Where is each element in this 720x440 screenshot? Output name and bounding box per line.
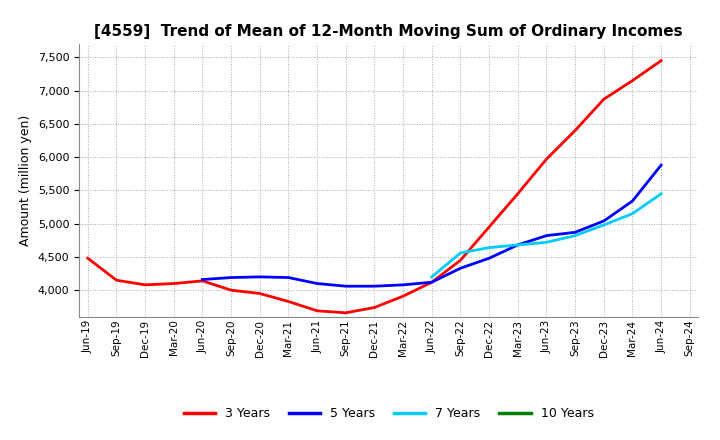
Y-axis label: Amount (million yen): Amount (million yen) <box>19 115 32 246</box>
Title: [4559]  Trend of Mean of 12-Month Moving Sum of Ordinary Incomes: [4559] Trend of Mean of 12-Month Moving … <box>94 24 683 39</box>
Legend: 3 Years, 5 Years, 7 Years, 10 Years: 3 Years, 5 Years, 7 Years, 10 Years <box>179 402 598 425</box>
